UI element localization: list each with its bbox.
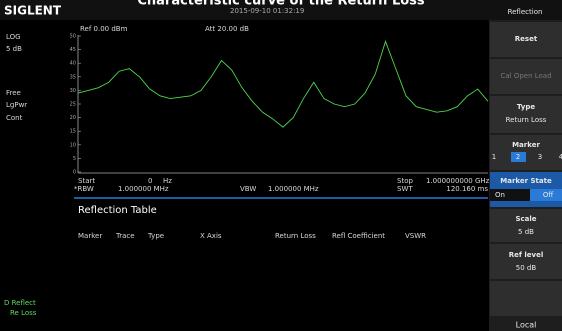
stop-value: 1.000000000 GHz bbox=[426, 177, 490, 185]
stop-label: Stop bbox=[397, 177, 413, 185]
start-value: 0 bbox=[148, 177, 152, 185]
y-tick-label: 30 bbox=[70, 88, 76, 94]
trigger: Free bbox=[6, 89, 21, 97]
start-unit: Hz bbox=[163, 177, 172, 185]
softkey-bg bbox=[490, 96, 562, 133]
trace-label: D Reflect bbox=[4, 299, 36, 307]
softkey[interactable]: Type Return Loss bbox=[490, 96, 562, 133]
y-tick-label: 5 bbox=[73, 156, 76, 162]
detector: LgPwr bbox=[6, 101, 27, 109]
attenuation: Att 20.00 dB bbox=[205, 25, 249, 33]
start-label: Start bbox=[78, 177, 95, 185]
column-header: Type bbox=[147, 232, 164, 240]
trace-sublabel: Re Loss bbox=[10, 309, 37, 317]
y-tick-label: 50 bbox=[70, 34, 76, 40]
softkey[interactable]: Reset bbox=[490, 22, 562, 57]
column-header: Refl Coefficient bbox=[332, 232, 385, 240]
column-header: Marker bbox=[78, 232, 102, 240]
softkey-bg bbox=[490, 244, 562, 279]
y-tick-label: 25 bbox=[70, 102, 76, 108]
option[interactable]: Off bbox=[543, 191, 554, 199]
swt-value: 120.160 ms bbox=[446, 185, 488, 193]
softkey[interactable]: Marker State On Off bbox=[490, 172, 562, 207]
option[interactable]: 1 bbox=[492, 153, 496, 161]
column-header: VSWR bbox=[405, 232, 426, 240]
menu-title: Reflection bbox=[508, 8, 543, 16]
sweep-mode: Cont bbox=[6, 114, 23, 122]
softkey-label: Cal Open Load bbox=[500, 72, 551, 80]
softkey-empty bbox=[490, 281, 562, 316]
softkey-label: Marker State bbox=[500, 177, 552, 185]
y-tick-label: 10 bbox=[70, 142, 76, 148]
y-tick-label: 35 bbox=[70, 74, 76, 80]
y-tick-label: 45 bbox=[70, 47, 76, 53]
softkey-label: Reset bbox=[515, 35, 538, 43]
softkey: Cal Open Load bbox=[490, 59, 562, 94]
scale-type: LOG bbox=[6, 33, 21, 41]
datetime: 2015-09-10 01:32:19 bbox=[230, 7, 304, 15]
softkey-label: Scale bbox=[515, 215, 536, 223]
column-header: X Axis bbox=[200, 232, 222, 240]
softkey[interactable]: Marker 1 2 3 4 bbox=[490, 135, 562, 170]
local-button[interactable]: Local bbox=[516, 321, 537, 330]
rbw-label: *RBW bbox=[74, 185, 94, 193]
softkey-bg bbox=[490, 59, 562, 94]
column-header: Return Loss bbox=[275, 232, 316, 240]
softkey[interactable]: Ref level 50 dB bbox=[490, 244, 562, 279]
selected-option bbox=[511, 152, 526, 162]
logo: SIGLENT bbox=[4, 4, 62, 18]
top-bar bbox=[0, 0, 562, 20]
ref-level: Ref 0.00 dBm bbox=[80, 25, 128, 33]
selected-option bbox=[530, 189, 562, 201]
softkey[interactable]: Scale 5 dB bbox=[490, 209, 562, 242]
vbw-value: 1.000000 MHz bbox=[268, 185, 319, 193]
softkey-label: Type bbox=[517, 103, 536, 111]
softkey-label: Ref level bbox=[509, 251, 543, 259]
option[interactable]: 3 bbox=[538, 153, 542, 161]
option[interactable]: On bbox=[495, 191, 505, 199]
vbw-label: VBW bbox=[240, 185, 256, 193]
column-header: Trace bbox=[115, 232, 135, 240]
y-tick-label: 40 bbox=[70, 61, 76, 67]
softkey-bg bbox=[490, 22, 562, 57]
trace bbox=[77, 40, 489, 128]
softkey-value: 5 dB bbox=[518, 228, 534, 236]
softkey-label: Marker bbox=[512, 141, 540, 149]
table-title: Reflection Table bbox=[78, 205, 157, 216]
y-tick-label: 15 bbox=[70, 129, 76, 135]
option[interactable]: 2 bbox=[516, 153, 520, 161]
overlay-title: Characteristic curve of the Return Loss bbox=[137, 0, 425, 9]
option[interactable]: 4 bbox=[559, 153, 562, 161]
softkey-bg bbox=[490, 209, 562, 242]
scale-div: 5 dB bbox=[6, 45, 22, 53]
y-tick-label: 20 bbox=[70, 115, 76, 121]
softkey-value: Return Loss bbox=[506, 116, 547, 124]
softkey-value: 50 dB bbox=[516, 264, 537, 272]
swt-label: SWT bbox=[397, 185, 413, 193]
y-tick-label: 0 bbox=[73, 170, 76, 176]
rbw-value: 1.000000 MHz bbox=[118, 185, 169, 193]
